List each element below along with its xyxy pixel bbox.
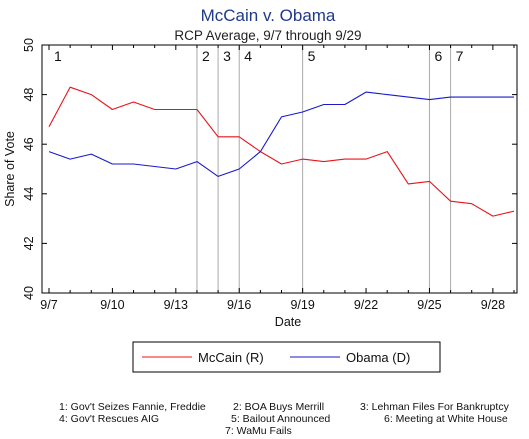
y-tick-label: 50	[22, 38, 36, 52]
chart-subtitle: RCP Average, 9/7 through 9/29	[174, 28, 361, 43]
event-number-7: 7	[456, 48, 464, 64]
event-number-2: 2	[202, 48, 210, 64]
y-tick-label: 42	[22, 236, 36, 250]
y-tick-label: 48	[22, 88, 36, 102]
legend-label-mccain: McCain (R)	[198, 350, 264, 365]
y-tick-label: 46	[22, 137, 36, 151]
y-axis-label: Share of Vote	[3, 131, 17, 207]
event-note-6: 6: Meeting at White House	[384, 413, 508, 425]
event-number-4: 4	[244, 48, 252, 64]
series-lines	[48, 86, 515, 217]
event-notes: 1: Gov't Seizes Fannie, Freddie 2: BOA B…	[59, 401, 510, 437]
x-tick-label: 9/10	[100, 298, 124, 312]
event-note-4: 4: Gov't Rescues AIG	[59, 413, 159, 425]
event-number-1: 1	[54, 48, 62, 64]
legend-label-obama: Obama (D)	[346, 350, 410, 365]
event-note-5: 5: Bailout Announced	[231, 413, 330, 425]
event-number-5: 5	[308, 48, 316, 64]
x-tick-label: 9/25	[417, 298, 441, 312]
event-number-3: 3	[223, 48, 231, 64]
x-axis-label: Date	[275, 315, 301, 329]
y-tick-label: 40	[22, 286, 36, 300]
event-note-7: 7: WaMu Fails	[225, 425, 292, 437]
x-tick-label: 9/16	[227, 298, 251, 312]
plot-area	[41, 44, 518, 294]
event-note-2: 2: BOA Buys Merrill	[233, 401, 324, 413]
x-axis: 9/7 9/10 9/13 9/16 9/19 9/22 9/25 9/28	[40, 45, 515, 312]
x-tick-label: 9/7	[40, 298, 57, 312]
y-tick-label: 44	[22, 187, 36, 201]
series-line-mccain	[48, 86, 515, 217]
event-note-3: 3: Lehman Files For Bankruptcy	[360, 401, 510, 413]
x-tick-label: 9/22	[354, 298, 378, 312]
legend: McCain (R) Obama (D)	[132, 341, 441, 373]
event-number-6: 6	[434, 48, 442, 64]
event-note-1: 1: Gov't Seizes Fannie, Freddie	[59, 401, 206, 413]
x-tick-label: 9/28	[481, 298, 505, 312]
series-line-obama	[48, 91, 514, 177]
x-tick-label: 9/13	[164, 298, 188, 312]
x-tick-label: 9/19	[290, 298, 314, 312]
chart-title: McCain v. Obama	[201, 6, 336, 25]
